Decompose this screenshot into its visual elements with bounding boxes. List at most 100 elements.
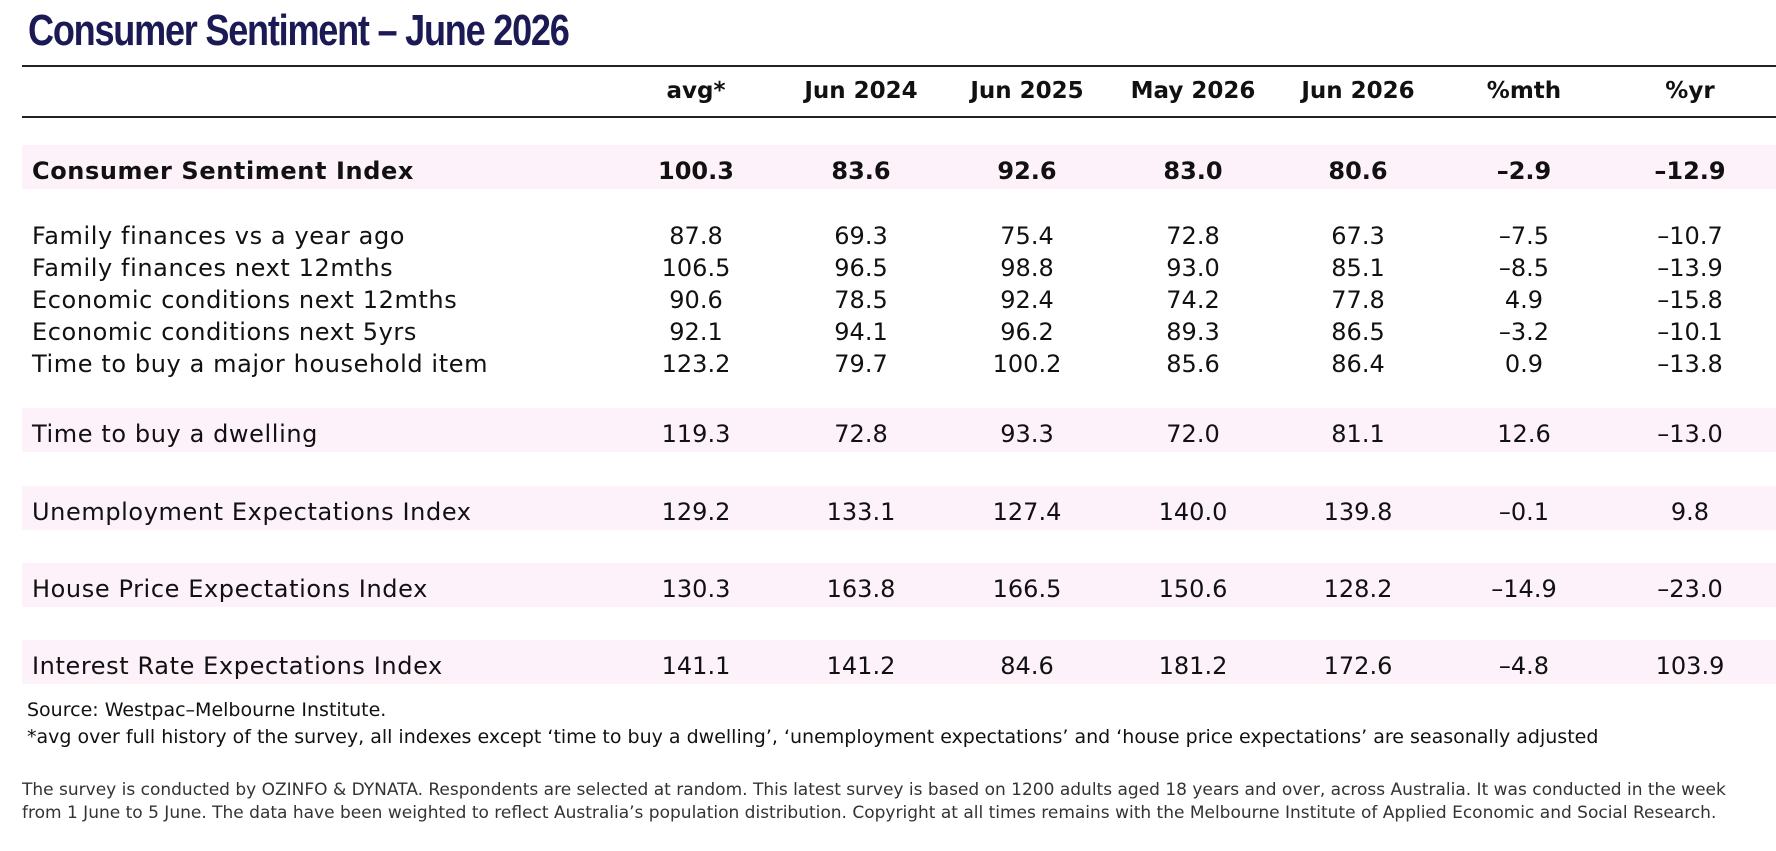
row-label: Economic conditions next 12mths: [32, 286, 458, 314]
row-band-unemployment: [22, 486, 1776, 530]
cell: –14.9: [1491, 575, 1557, 603]
cell: 100.3: [658, 157, 734, 185]
cell: 96.5: [834, 254, 888, 282]
cell: 92.6: [997, 157, 1057, 185]
cell: 93.3: [1000, 420, 1054, 448]
col-header-pct-year: %yr: [1665, 78, 1715, 104]
cell: 123.2: [661, 350, 731, 378]
row-band-dwelling: [22, 408, 1776, 452]
cell: –10.1: [1657, 318, 1723, 346]
cell: –2.9: [1496, 157, 1552, 185]
cell: 85.1: [1331, 254, 1385, 282]
cell: 84.6: [1000, 652, 1054, 680]
table-row: Interest Rate Expectations Index 141.1 1…: [0, 650, 1776, 682]
cell: 127.4: [992, 498, 1062, 526]
cell: 72.0: [1166, 420, 1220, 448]
cell: 12.6: [1497, 420, 1551, 448]
row-label: Family finances next 12mths: [32, 254, 394, 282]
cell: 74.2: [1166, 286, 1220, 314]
table-row: House Price Expectations Index 130.3 163…: [0, 573, 1776, 605]
page-title: Consumer Sentiment – June 2026: [28, 6, 570, 55]
cell: –15.8: [1657, 286, 1723, 314]
col-header-avg: avg*: [666, 78, 726, 104]
row-label: Unemployment Expectations Index: [32, 498, 472, 526]
cell: 87.8: [669, 222, 723, 250]
cell: 75.4: [1000, 222, 1054, 250]
cell: 119.3: [661, 420, 731, 448]
col-header-may2026: May 2026: [1130, 78, 1256, 104]
cell: –23.0: [1657, 575, 1723, 603]
cell: 96.2: [1000, 318, 1054, 346]
row-label: Family finances vs a year ago: [32, 222, 406, 250]
table-row: Consumer Sentiment Index 100.3 83.6 92.6…: [0, 155, 1776, 187]
cell: 140.0: [1158, 498, 1228, 526]
cell: –8.5: [1498, 254, 1550, 282]
row-band-consumer-sentiment: [22, 145, 1776, 189]
cell: –12.9: [1654, 157, 1726, 185]
cell: 92.4: [1000, 286, 1054, 314]
cell: 92.1: [669, 318, 723, 346]
cell: 79.7: [834, 350, 888, 378]
cell: –13.8: [1657, 350, 1723, 378]
cell: –13.0: [1657, 420, 1723, 448]
cell: –4.8: [1498, 652, 1550, 680]
cell: 129.2: [661, 498, 731, 526]
table-row: Time to buy a major household item 123.2…: [0, 348, 1776, 380]
table-row: Time to buy a dwelling 119.3 72.8 93.3 7…: [0, 418, 1776, 450]
avg-footnote: *avg over full history of the survey, al…: [27, 726, 1599, 748]
cell: 163.8: [826, 575, 896, 603]
cell: 69.3: [834, 222, 888, 250]
cell: 9.8: [1670, 498, 1710, 526]
row-label: Interest Rate Expectations Index: [32, 652, 443, 680]
survey-methodology-line2: from 1 June to 5 June. The data have bee…: [22, 803, 1717, 823]
cell: 98.8: [1000, 254, 1054, 282]
survey-methodology-line1: The survey is conducted by OZINFO & DYNA…: [22, 780, 1726, 800]
cell: 4.9: [1504, 286, 1544, 314]
row-label: Economic conditions next 5yrs: [32, 318, 417, 346]
cell: 67.3: [1331, 222, 1385, 250]
row-label: Time to buy a major household item: [32, 350, 489, 378]
cell: 93.0: [1166, 254, 1220, 282]
cell: 85.6: [1166, 350, 1220, 378]
top-rule: [22, 65, 1776, 67]
header-rule: [22, 116, 1776, 118]
cell: 86.4: [1331, 350, 1385, 378]
cell: 83.6: [831, 157, 891, 185]
cell: 72.8: [834, 420, 888, 448]
cell: 103.9: [1655, 652, 1725, 680]
source-note: Source: Westpac–Melbourne Institute.: [27, 699, 387, 721]
table-row: Economic conditions next 5yrs 92.1 94.1 …: [0, 316, 1776, 348]
col-header-pct-month: %mth: [1486, 78, 1562, 104]
cell: 150.6: [1158, 575, 1228, 603]
cell: 166.5: [992, 575, 1062, 603]
row-label: House Price Expectations Index: [32, 575, 428, 603]
cell: 81.1: [1331, 420, 1385, 448]
cell: –0.1: [1498, 498, 1550, 526]
cell: –13.9: [1657, 254, 1723, 282]
table-row: Economic conditions next 12mths 90.6 78.…: [0, 284, 1776, 316]
cell: 139.8: [1323, 498, 1393, 526]
col-header-jun2026: Jun 2026: [1301, 78, 1415, 104]
cell: 86.5: [1331, 318, 1385, 346]
cell: 181.2: [1158, 652, 1228, 680]
cell: 141.2: [826, 652, 896, 680]
col-header-jun2025: Jun 2025: [970, 78, 1084, 104]
row-band-interest-rate: [22, 640, 1776, 684]
cell: 94.1: [834, 318, 888, 346]
cell: 133.1: [826, 498, 896, 526]
row-label: Time to buy a dwelling: [32, 420, 318, 448]
row-band-house-price: [22, 563, 1776, 607]
cell: –10.7: [1657, 222, 1723, 250]
cell: 100.2: [992, 350, 1062, 378]
table-row: Family finances vs a year ago 87.8 69.3 …: [0, 220, 1776, 252]
cell: 128.2: [1323, 575, 1393, 603]
cell: 78.5: [834, 286, 888, 314]
cell: 72.8: [1166, 222, 1220, 250]
cell: 141.1: [661, 652, 731, 680]
cell: –3.2: [1498, 318, 1550, 346]
cell: 89.3: [1166, 318, 1220, 346]
table-row: Unemployment Expectations Index 129.2 13…: [0, 496, 1776, 528]
table-row: Family finances next 12mths 106.5 96.5 9…: [0, 252, 1776, 284]
cell: 83.0: [1163, 157, 1223, 185]
cell: 80.6: [1328, 157, 1388, 185]
